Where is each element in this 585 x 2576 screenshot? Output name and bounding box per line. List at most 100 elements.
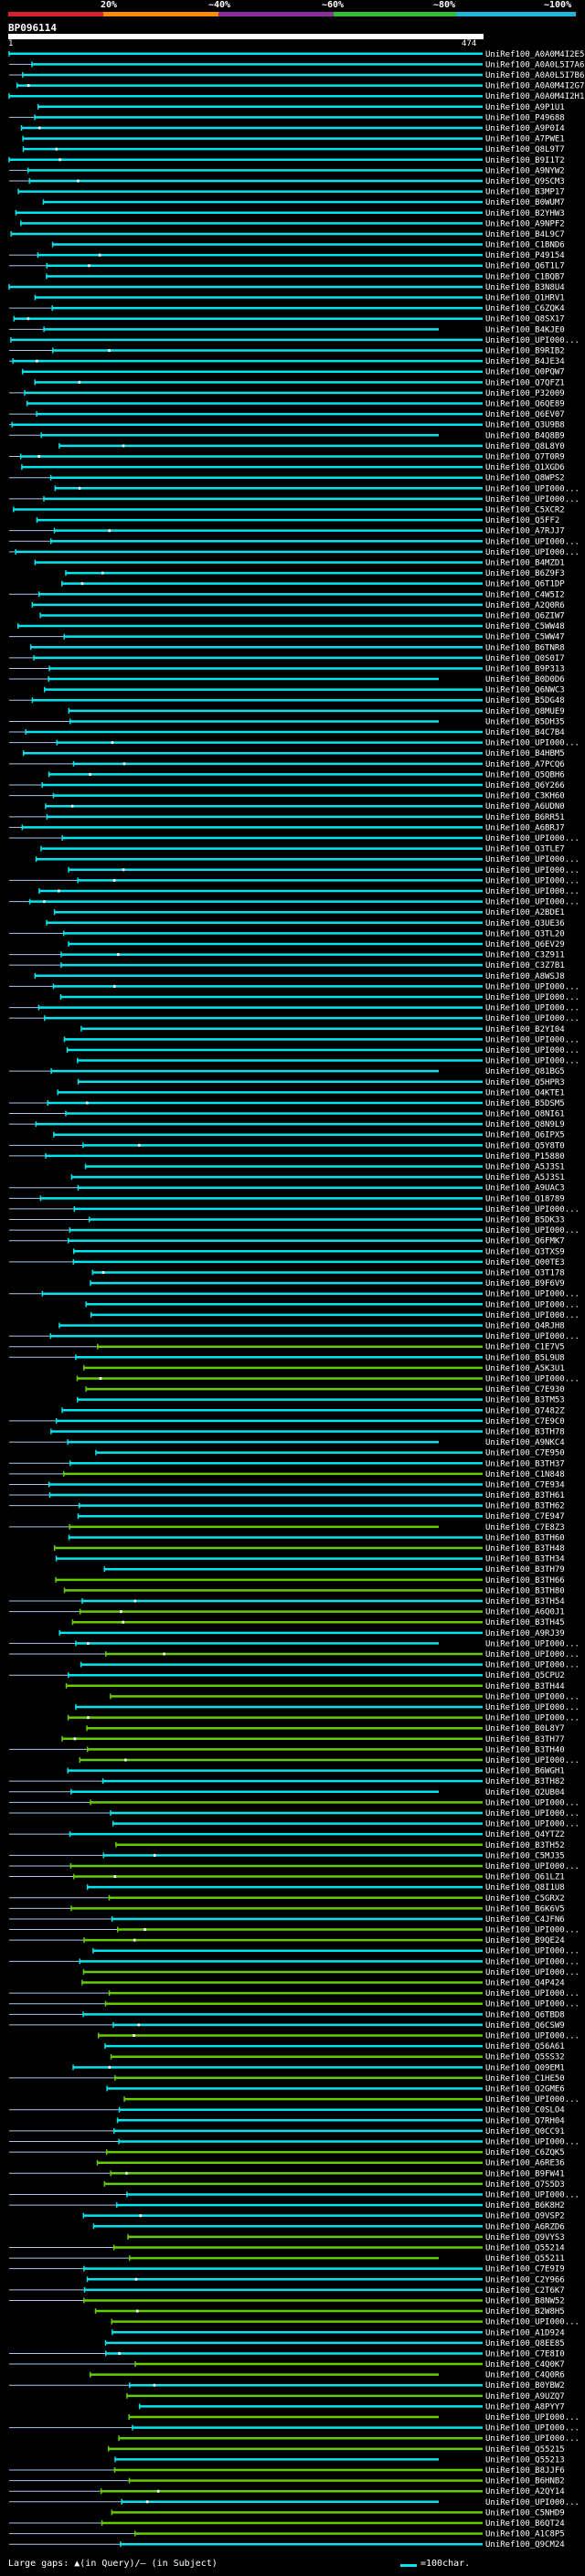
hit-row[interactable]: UniRef100_B4C7B4 [9, 728, 565, 737]
hit-row[interactable]: UniRef100_Q6QE89 [26, 400, 565, 409]
hit-label[interactable]: UniRef100_B3TH34 [485, 1555, 565, 1564]
hit-row[interactable]: UniRef100_Q8WPS2 [9, 474, 565, 483]
hit-row[interactable]: UniRef100_UPI000... [9, 2137, 580, 2147]
hit-label[interactable]: UniRef100_Q8WPS2 [485, 474, 565, 483]
hit-row[interactable]: UniRef100_B4HBM5 [22, 749, 565, 758]
hit-label[interactable]: UniRef100_B4C7B4 [485, 728, 565, 737]
hit-label[interactable]: UniRef100_Q7S5D3 [485, 2180, 565, 2189]
hit-label[interactable]: UniRef100_A1C8P5 [485, 2530, 565, 2539]
hit-row[interactable]: UniRef100_Q7T0R9 [9, 453, 565, 462]
hit-label[interactable]: UniRef100_B0L8Y7 [485, 1724, 565, 1733]
hit-row[interactable]: UniRef100_UPI000... [9, 1226, 580, 1235]
hit-label[interactable]: UniRef100_UPI000... [485, 1968, 580, 1977]
hit-label[interactable]: UniRef100_UPI000... [485, 739, 580, 748]
hit-label[interactable]: UniRef100_B4HBM5 [485, 749, 565, 758]
hit-row[interactable]: UniRef100_UPI000... [38, 887, 580, 896]
hit-row[interactable]: UniRef100_UPI000... [9, 537, 580, 546]
hit-row[interactable]: UniRef100_C7E947 [77, 1512, 565, 1521]
hit-row[interactable]: UniRef100_A6RE36 [96, 2159, 565, 2168]
hit-row[interactable]: UniRef100_Q6FMK7 [9, 1237, 565, 1246]
hit-label[interactable]: UniRef100_B3TH61 [485, 1491, 565, 1500]
hit-row[interactable]: UniRef100_UPI000... [9, 1639, 580, 1648]
hit-label[interactable]: UniRef100_C5NHD9 [485, 2508, 565, 2518]
hit-label[interactable]: UniRef100_C7E947 [485, 1512, 565, 1521]
hit-row[interactable]: UniRef100_UPI000... [90, 1311, 580, 1320]
hit-label[interactable]: UniRef100_A9P0I4 [485, 124, 565, 133]
hit-row[interactable]: UniRef100_Q9SCM3 [9, 177, 565, 186]
hit-row[interactable]: UniRef100_B3TH34 [55, 1555, 565, 1564]
hit-label[interactable]: UniRef100_B3TH82 [485, 1777, 565, 1786]
hit-label[interactable]: UniRef100_UPI000... [485, 1798, 580, 1807]
hit-row[interactable]: UniRef100_A1C8P5 [9, 2530, 565, 2539]
hit-row[interactable]: UniRef100_P49154 [9, 251, 565, 260]
hit-label[interactable]: UniRef100_A8WSJ8 [485, 972, 565, 981]
hit-label[interactable]: UniRef100_Q81BG5 [485, 1067, 565, 1076]
hit-label[interactable]: UniRef100_UPI000... [485, 1926, 580, 1935]
hit-label[interactable]: UniRef100_B9RIB2 [485, 347, 565, 356]
hit-label[interactable]: UniRef100_B3TM53 [485, 1396, 565, 1405]
hit-label[interactable]: UniRef100_UPI000... [485, 855, 580, 864]
hit-label[interactable]: UniRef100_C1BND6 [485, 241, 565, 250]
hit-label[interactable]: UniRef100_B3TH48 [485, 1544, 565, 1553]
hit-row[interactable]: UniRef100_B3TH48 [53, 1544, 565, 1553]
hit-label[interactable]: UniRef100_B3TH60 [485, 1533, 565, 1542]
hit-label[interactable]: UniRef100_C4JFN6 [485, 1915, 565, 1924]
hit-row[interactable]: UniRef100_Q56A61 [104, 2042, 565, 2051]
hit-row[interactable]: UniRef100_C5XCR2 [13, 505, 565, 514]
hit-label[interactable]: UniRef100_A6RZD6 [485, 2222, 565, 2231]
hit-row[interactable]: UniRef100_B4JE34 [9, 357, 565, 366]
hit-row[interactable]: UniRef100_B9QE24 [9, 1936, 565, 1945]
hit-row[interactable]: UniRef100_A7PWE1 [22, 135, 565, 144]
hit-row[interactable]: UniRef100_C2Y966 [86, 2275, 565, 2284]
hit-label[interactable]: UniRef100_A9UAC3 [485, 1184, 565, 1193]
hit-label[interactable]: UniRef100_B3TH80 [485, 1586, 565, 1595]
hit-label[interactable]: UniRef100_B3TH66 [485, 1576, 565, 1585]
hit-label[interactable]: UniRef100_A5K3U1 [485, 1364, 565, 1373]
hit-row[interactable]: UniRef100_UPI000... [112, 1820, 580, 1829]
hit-row[interactable]: UniRef100_B3TH80 [63, 1586, 565, 1595]
hit-label[interactable]: UniRef100_A0A0M4I2H1 [485, 92, 584, 101]
hit-row[interactable]: UniRef100_C4Q0K7 [9, 2360, 565, 2369]
hit-label[interactable]: UniRef100_A0A0M4I2G7 [485, 82, 584, 91]
hit-row[interactable]: UniRef100_UPI000... [9, 1205, 580, 1214]
hit-row[interactable]: UniRef100_A8PYY7 [138, 2402, 565, 2412]
hit-label[interactable]: UniRef100_Q9VYS3 [485, 2233, 565, 2242]
hit-row[interactable]: UniRef100_C4JFN6 [9, 1915, 565, 1924]
hit-row[interactable]: UniRef100_B3TH37 [9, 1459, 565, 1468]
hit-label[interactable]: UniRef100_Q2UB04 [485, 1788, 565, 1797]
hit-row[interactable]: UniRef100_B4L9C7 [10, 230, 565, 239]
hit-row[interactable]: UniRef100_Q6EV07 [9, 410, 565, 419]
hit-label[interactable]: UniRef100_UPI000... [485, 887, 580, 896]
hit-label[interactable]: UniRef100_Q2GME6 [485, 2085, 565, 2094]
hit-label[interactable]: UniRef100_Q6EV29 [485, 940, 565, 949]
hit-label[interactable]: UniRef100_UPI000... [485, 1332, 580, 1341]
hit-row[interactable]: UniRef100_B6QT24 [9, 2519, 565, 2528]
hit-label[interactable]: UniRef100_Q6FMK7 [485, 1237, 565, 1246]
hit-row[interactable]: UniRef100_C1BND6 [51, 241, 565, 250]
hit-label[interactable]: UniRef100_UPI000... [485, 1714, 580, 1723]
hit-row[interactable]: UniRef100_A5J3S1 [84, 1163, 565, 1172]
hit-label[interactable]: UniRef100_B4KJE0 [485, 325, 565, 334]
hit-row[interactable]: UniRef100_Q09EM1 [72, 2063, 565, 2072]
hit-label[interactable]: UniRef100_A7RJJ7 [485, 527, 565, 536]
hit-label[interactable]: UniRef100_C5MJ35 [485, 1851, 565, 1860]
hit-row[interactable]: UniRef100_A0A0M4I2H1 [8, 92, 584, 101]
hit-label[interactable]: UniRef100_UPI000... [485, 1300, 580, 1309]
hit-label[interactable]: UniRef100_C4W5I2 [485, 590, 565, 599]
hit-row[interactable]: UniRef100_Q00TE3 [9, 1258, 565, 1267]
hit-label[interactable]: UniRef100_Q7QFZ1 [485, 378, 565, 387]
hit-label[interactable]: UniRef100_UPI000... [485, 1809, 580, 1818]
hit-label[interactable]: UniRef100_C0SLO4 [485, 2106, 565, 2115]
hit-label[interactable]: UniRef100_A8PYY7 [485, 2402, 565, 2412]
hit-row[interactable]: UniRef100_A6RZD6 [92, 2222, 565, 2231]
hit-label[interactable]: UniRef100_Q8NI61 [485, 1110, 565, 1119]
hit-label[interactable]: UniRef100_B6K8H2 [485, 2201, 565, 2210]
hit-label[interactable]: UniRef100_UPI000... [485, 2095, 580, 2104]
hit-label[interactable]: UniRef100_B8NW52 [485, 2296, 565, 2306]
hit-label[interactable]: UniRef100_B9QE24 [485, 1936, 565, 1945]
hit-label[interactable]: UniRef100_Q3TXS9 [485, 1247, 565, 1256]
hit-label[interactable]: UniRef100_UPI000... [485, 1290, 580, 1299]
hit-row[interactable]: UniRef100_A2Q0R6 [31, 601, 565, 610]
hit-label[interactable]: UniRef100_B3N8U4 [485, 283, 565, 292]
hit-label[interactable]: UniRef100_B3MP17 [485, 188, 565, 197]
